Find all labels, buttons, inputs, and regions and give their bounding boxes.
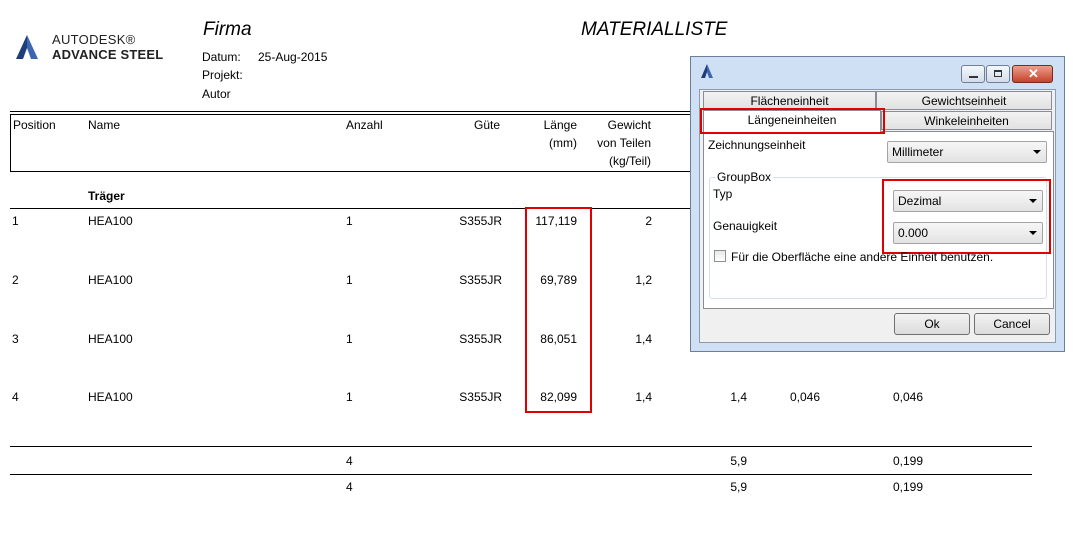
zeichnungseinheit-label: Zeichnungseinheit xyxy=(708,138,806,152)
grand-total-col9: 0,199 xyxy=(893,480,924,494)
total-col9: 0,199 xyxy=(893,454,924,468)
cell-guete: S355JR xyxy=(459,273,502,287)
tab-laengeneinheiten[interactable]: Längeneinheiten xyxy=(703,110,881,132)
cell-gewicht: 1,4 xyxy=(635,390,652,404)
typ-label: Typ xyxy=(713,187,733,201)
typ-value: Dezimal xyxy=(898,194,942,208)
col-header-gewicht-2: von Teilen xyxy=(597,136,651,150)
projekt-label: Projekt: xyxy=(202,68,243,82)
cell-gewicht: 2 xyxy=(645,214,652,228)
cell-guete: S355JR xyxy=(459,214,502,228)
cell-gewicht: 1,4 xyxy=(635,332,652,346)
dropdown-arrow-icon xyxy=(1029,231,1037,235)
cell-anzahl: 1 xyxy=(346,332,353,346)
grand-total-col7: 5,9 xyxy=(730,480,747,494)
groupbox-label: GroupBox xyxy=(715,170,774,184)
col-header-laenge-unit: (mm) xyxy=(549,136,577,150)
tab-flaecheneinheit[interactable]: Flächeneinheit xyxy=(703,91,876,110)
company-label: Firma xyxy=(203,19,252,40)
cell-col8: 0,046 xyxy=(790,390,821,404)
other-unit-checkbox-label: Für die Oberfläche eine andere Einheit b… xyxy=(731,250,994,264)
tab-gewichtseinheit[interactable]: Gewichtseinheit xyxy=(876,91,1052,110)
totals-rule-1 xyxy=(10,446,1032,447)
cell-name: HEA100 xyxy=(88,214,133,228)
total-anzahl: 4 xyxy=(346,454,353,468)
report-title: MATERIALLISTE xyxy=(581,19,728,40)
col-header-gewicht: Gewicht xyxy=(607,118,651,132)
cell-name: HEA100 xyxy=(88,390,133,404)
maximize-button[interactable] xyxy=(986,65,1010,83)
col-header-anzahl: Anzahl xyxy=(346,118,383,132)
maximize-icon xyxy=(994,70,1002,77)
typ-genauigkeit-highlight-box xyxy=(882,179,1051,254)
logo-line2: ADVANCE STEEL xyxy=(52,47,164,62)
cell-laenge: 69,789 xyxy=(540,273,577,287)
dropdown-arrow-icon xyxy=(1033,150,1041,154)
zeichnungseinheit-select[interactable]: Millimeter xyxy=(887,141,1047,163)
header-top-rule-2 xyxy=(10,114,690,115)
col-header-guete: Güte xyxy=(473,118,500,132)
cell-anzahl: 1 xyxy=(346,214,353,228)
cell-position: 2 xyxy=(12,273,19,287)
cell-guete: S355JR xyxy=(459,332,502,346)
cell-laenge: 86,051 xyxy=(540,332,577,346)
group-label: Träger xyxy=(88,189,125,203)
col-header-laenge: Länge xyxy=(543,118,577,132)
ok-button[interactable]: Ok xyxy=(894,313,970,335)
typ-select[interactable]: Dezimal xyxy=(893,190,1043,212)
dialog-app-icon xyxy=(701,64,713,78)
genauigkeit-select[interactable]: 0.000 xyxy=(893,222,1043,244)
cell-name: HEA100 xyxy=(88,273,133,287)
logo-line1: AUTODESK® xyxy=(52,32,136,47)
cell-anzahl: 1 xyxy=(346,273,353,287)
minimize-button[interactable] xyxy=(961,65,985,83)
units-dialog: ✕ Flächeneinheit Gewichtseinheit Winkele… xyxy=(690,56,1065,352)
cell-position: 3 xyxy=(12,332,19,346)
minimize-icon xyxy=(969,76,978,78)
groupbox xyxy=(709,177,1047,299)
cell-laenge: 117,119 xyxy=(535,214,577,228)
cell-guete: S355JR xyxy=(459,390,502,404)
cancel-button[interactable]: Cancel xyxy=(974,313,1050,335)
datum-value: 25-Aug-2015 xyxy=(258,50,328,64)
cell-position: 1 xyxy=(12,214,19,228)
header-bottom-rule xyxy=(10,171,690,172)
advance-steel-logo: AUTODESK® ADVANCE STEEL xyxy=(14,32,174,66)
zeichnungseinheit-value: Millimeter xyxy=(892,145,944,159)
genauigkeit-label: Genauigkeit xyxy=(713,219,778,233)
close-icon: ✕ xyxy=(1028,66,1039,81)
advance-steel-logo-icon xyxy=(16,35,38,59)
col-header-position: Position xyxy=(13,118,56,132)
tab-highlight-box xyxy=(700,108,885,134)
header-top-rule xyxy=(10,111,690,112)
dropdown-arrow-icon xyxy=(1029,199,1037,203)
group-rule xyxy=(10,208,690,209)
cell-col9: 0,046 xyxy=(893,390,924,404)
grand-total-anzahl: 4 xyxy=(346,480,353,494)
autor-label: Autor xyxy=(202,87,231,101)
cell-gewicht: 1,2 xyxy=(635,273,652,287)
cell-anzahl: 1 xyxy=(346,390,353,404)
col-header-name: Name xyxy=(88,118,121,132)
total-col7: 5,9 xyxy=(730,454,747,468)
tab-winkeleinheiten[interactable]: Winkeleinheiten xyxy=(881,111,1052,130)
totals-rule-2 xyxy=(10,474,1032,475)
laenge-highlight-box xyxy=(525,207,592,413)
cell-position: 4 xyxy=(12,390,19,404)
cell-name: HEA100 xyxy=(88,332,133,346)
other-unit-checkbox[interactable] xyxy=(714,250,726,262)
close-button[interactable]: ✕ xyxy=(1012,65,1053,83)
col-header-gewicht-3: (kg/Teil) xyxy=(608,154,651,168)
genauigkeit-value: 0.000 xyxy=(898,226,929,240)
datum-label: Datum: xyxy=(202,50,241,64)
cell-col7: 1,4 xyxy=(730,390,747,404)
cell-laenge: 82,099 xyxy=(540,390,577,404)
header-left-rule xyxy=(10,114,11,171)
